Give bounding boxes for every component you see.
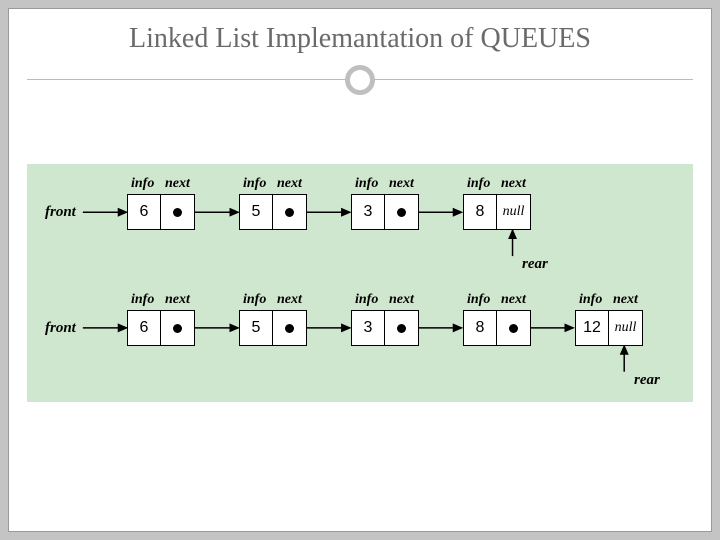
- list-node: 12null: [575, 310, 643, 346]
- list-node: 3: [351, 194, 419, 230]
- page-title: Linked List Implemantation of QUEUES: [9, 9, 711, 61]
- info-cell: 5: [239, 310, 273, 346]
- info-label: info: [355, 176, 378, 192]
- info-cell: 6: [127, 194, 161, 230]
- next-cell: [161, 194, 195, 230]
- next-label: next: [501, 176, 526, 192]
- next-label: next: [501, 292, 526, 308]
- next-cell: [273, 310, 307, 346]
- info-label: info: [467, 292, 490, 308]
- pointer-dot-icon: [397, 324, 406, 333]
- list-node: 5: [239, 194, 307, 230]
- rear-label-row2: rear: [634, 372, 660, 389]
- info-label: info: [355, 292, 378, 308]
- next-label: next: [613, 292, 638, 308]
- null-cell: null: [497, 194, 531, 230]
- rear-label-row1: rear: [522, 256, 548, 273]
- next-cell: [497, 310, 531, 346]
- pointer-dot-icon: [397, 208, 406, 217]
- info-label: info: [131, 292, 154, 308]
- null-cell: null: [609, 310, 643, 346]
- next-label: next: [389, 292, 414, 308]
- front-label-row2: front: [45, 320, 76, 337]
- next-cell: [273, 194, 307, 230]
- list-node: 6: [127, 194, 195, 230]
- list-node: 6: [127, 310, 195, 346]
- pointer-dot-icon: [173, 208, 182, 217]
- info-cell: 8: [463, 310, 497, 346]
- next-cell: [385, 310, 419, 346]
- diagram-area: front front infonext6infonext5infonext3i…: [27, 164, 693, 402]
- next-cell: [161, 310, 195, 346]
- next-label: next: [277, 176, 302, 192]
- pointer-dot-icon: [285, 208, 294, 217]
- list-node: 5: [239, 310, 307, 346]
- info-cell: 3: [351, 194, 385, 230]
- info-cell: 5: [239, 194, 273, 230]
- list-node: 8: [463, 310, 531, 346]
- next-label: next: [389, 176, 414, 192]
- front-label-row1: front: [45, 204, 76, 221]
- slide: Linked List Implemantation of QUEUES fro…: [8, 8, 712, 532]
- info-label: info: [243, 176, 266, 192]
- info-cell: 6: [127, 310, 161, 346]
- list-node: 3: [351, 310, 419, 346]
- info-label: info: [579, 292, 602, 308]
- next-label: next: [277, 292, 302, 308]
- list-node: 8null: [463, 194, 531, 230]
- info-label: info: [243, 292, 266, 308]
- next-cell: [385, 194, 419, 230]
- title-divider: [9, 61, 711, 101]
- info-cell: 8: [463, 194, 497, 230]
- next-label: next: [165, 292, 190, 308]
- pointer-dot-icon: [285, 324, 294, 333]
- info-cell: 3: [351, 310, 385, 346]
- info-label: info: [467, 176, 490, 192]
- divider-circle-icon: [345, 65, 375, 95]
- next-label: next: [165, 176, 190, 192]
- pointer-dot-icon: [509, 324, 518, 333]
- info-label: info: [131, 176, 154, 192]
- info-cell: 12: [575, 310, 609, 346]
- pointer-dot-icon: [173, 324, 182, 333]
